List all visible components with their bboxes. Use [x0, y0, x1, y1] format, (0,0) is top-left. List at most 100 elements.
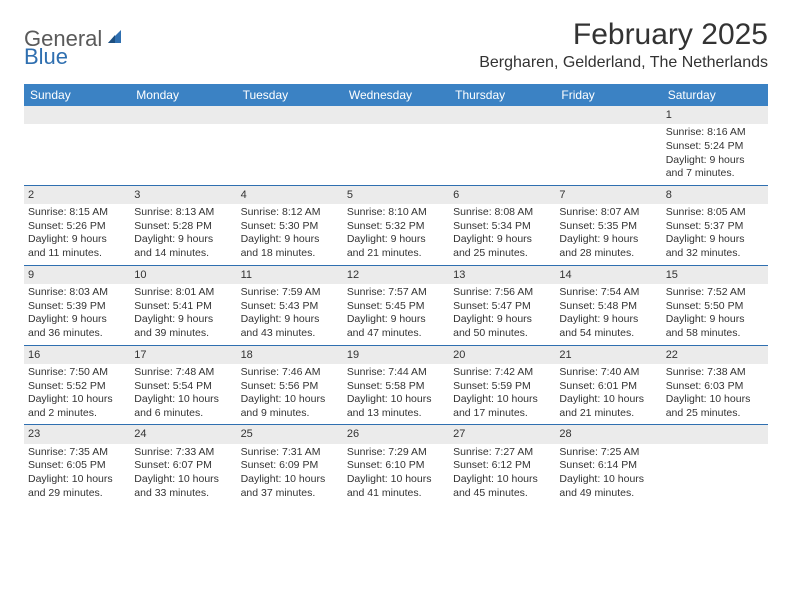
sunset-text: Sunset: 6:03 PM — [666, 380, 764, 394]
day-cell: 12Sunrise: 7:57 AMSunset: 5:45 PMDayligh… — [343, 266, 449, 345]
daylight-text: Daylight: 9 hours and 43 minutes. — [241, 313, 339, 340]
daylight-text: Daylight: 9 hours and 25 minutes. — [453, 233, 551, 260]
day-number: 8 — [662, 186, 768, 204]
day-cell: 17Sunrise: 7:48 AMSunset: 5:54 PMDayligh… — [130, 346, 236, 425]
daylight-text: Daylight: 9 hours and 39 minutes. — [134, 313, 232, 340]
day-number — [555, 106, 661, 124]
day-cell: 11Sunrise: 7:59 AMSunset: 5:43 PMDayligh… — [237, 266, 343, 345]
sunset-text: Sunset: 5:39 PM — [28, 300, 126, 314]
daylight-text: Daylight: 10 hours and 9 minutes. — [241, 393, 339, 420]
day-body: Sunrise: 7:50 AMSunset: 5:52 PMDaylight:… — [24, 364, 130, 425]
weekday-thu: Thursday — [449, 84, 555, 106]
day-cell: 7Sunrise: 8:07 AMSunset: 5:35 PMDaylight… — [555, 186, 661, 265]
weekday-fri: Friday — [555, 84, 661, 106]
day-number: 23 — [24, 425, 130, 443]
day-number: 16 — [24, 346, 130, 364]
day-number: 1 — [662, 106, 768, 124]
day-body: Sunrise: 7:46 AMSunset: 5:56 PMDaylight:… — [237, 364, 343, 425]
day-body: Sunrise: 8:15 AMSunset: 5:26 PMDaylight:… — [24, 204, 130, 265]
sunset-text: Sunset: 5:56 PM — [241, 380, 339, 394]
day-body: Sunrise: 8:13 AMSunset: 5:28 PMDaylight:… — [130, 204, 236, 265]
day-number — [130, 106, 236, 124]
day-body: Sunrise: 7:52 AMSunset: 5:50 PMDaylight:… — [662, 284, 768, 345]
weekday-sun: Sunday — [24, 84, 130, 106]
day-body: Sunrise: 8:05 AMSunset: 5:37 PMDaylight:… — [662, 204, 768, 265]
weekday-tue: Tuesday — [237, 84, 343, 106]
day-cell: 24Sunrise: 7:33 AMSunset: 6:07 PMDayligh… — [130, 425, 236, 504]
sunrise-text: Sunrise: 7:46 AM — [241, 366, 339, 380]
calendar: Sunday Monday Tuesday Wednesday Thursday… — [24, 84, 768, 504]
sunset-text: Sunset: 5:30 PM — [241, 220, 339, 234]
logo-blue-wrap: Blue — [24, 44, 68, 70]
daylight-text: Daylight: 9 hours and 58 minutes. — [666, 313, 764, 340]
day-cell: 22 Sunrise: 7:38 AMSunset: 6:03 PMDayligh… — [662, 346, 768, 425]
day-cell: 13Sunrise: 7:56 AMSunset: 5:47 PMDayligh… — [449, 266, 555, 345]
day-number: 21 — [555, 346, 661, 364]
day-number — [24, 106, 130, 124]
sunset-text: Sunset: 6:10 PM — [347, 459, 445, 473]
sunset-text: Sunset: 5:37 PM — [666, 220, 764, 234]
daylight-text: Daylight: 10 hours and 6 minutes. — [134, 393, 232, 420]
day-number — [662, 425, 768, 443]
daylight-text: Daylight: 9 hours and 11 minutes. — [28, 233, 126, 260]
day-cell — [555, 106, 661, 185]
day-number: 4 — [237, 186, 343, 204]
sunset-text: Sunset: 5:59 PM — [453, 380, 551, 394]
day-number: 22 — [662, 346, 768, 364]
sunrise-text: Sunrise: 7:48 AM — [134, 366, 232, 380]
day-cell — [24, 106, 130, 185]
daylight-text: Daylight: 9 hours and 32 minutes. — [666, 233, 764, 260]
daylight-text: Daylight: 9 hours and 14 minutes. — [134, 233, 232, 260]
sunrise-text: Sunrise: 8:05 AM — [666, 206, 764, 220]
sunrise-text: Sunrise: 7:31 AM — [241, 446, 339, 460]
sunset-text: Sunset: 5:26 PM — [28, 220, 126, 234]
day-cell: 14Sunrise: 7:54 AMSunset: 5:48 PMDayligh… — [555, 266, 661, 345]
sunrise-text: Sunrise: 7:42 AM — [453, 366, 551, 380]
sunrise-text: Sunrise: 7:52 AM — [666, 286, 764, 300]
daylight-text: Daylight: 10 hours and 25 minutes. — [666, 393, 764, 420]
daylight-text: Daylight: 9 hours and 21 minutes. — [347, 233, 445, 260]
weekday-mon: Monday — [130, 84, 236, 106]
sunrise-text: Sunrise: 7:38 AM — [666, 366, 764, 380]
day-number — [449, 106, 555, 124]
day-cell: 6Sunrise: 8:08 AMSunset: 5:34 PMDaylight… — [449, 186, 555, 265]
day-cell: 8Sunrise: 8:05 AMSunset: 5:37 PMDaylight… — [662, 186, 768, 265]
day-body: Sunrise: 8:16 AMSunset: 5:24 PMDaylight:… — [662, 124, 768, 185]
daylight-text: Daylight: 10 hours and 41 minutes. — [347, 473, 445, 500]
sunrise-text: Sunrise: 8:01 AM — [134, 286, 232, 300]
day-number: 19 — [343, 346, 449, 364]
day-body: Sunrise: 8:07 AMSunset: 5:35 PMDaylight:… — [555, 204, 661, 265]
sunrise-text: Sunrise: 7:27 AM — [453, 446, 551, 460]
day-cell: 19Sunrise: 7:44 AMSunset: 5:58 PMDayligh… — [343, 346, 449, 425]
day-cell — [449, 106, 555, 185]
sunrise-text: Sunrise: 8:15 AM — [28, 206, 126, 220]
day-number: 10 — [130, 266, 236, 284]
day-cell: 26Sunrise: 7:29 AMSunset: 6:10 PMDayligh… — [343, 425, 449, 504]
sunrise-text: Sunrise: 7:33 AM — [134, 446, 232, 460]
day-number: 14 — [555, 266, 661, 284]
header: General February 2025 Bergharen, Gelderl… — [24, 18, 768, 72]
sunrise-text: Sunrise: 8:16 AM — [666, 126, 764, 140]
day-number: 18 — [237, 346, 343, 364]
day-body: Sunrise: 7:35 AMSunset: 6:05 PMDaylight:… — [24, 444, 130, 505]
day-body: Sunrise: 7:42 AMSunset: 5:59 PMDaylight:… — [449, 364, 555, 425]
sunset-text: Sunset: 5:24 PM — [666, 140, 764, 154]
sunrise-text: Sunrise: 8:08 AM — [453, 206, 551, 220]
logo-text-blue: Blue — [24, 44, 68, 69]
daylight-text: Daylight: 10 hours and 33 minutes. — [134, 473, 232, 500]
daylight-text: Daylight: 10 hours and 49 minutes. — [559, 473, 657, 500]
sunrise-text: Sunrise: 8:12 AM — [241, 206, 339, 220]
sunrise-text: Sunrise: 7:50 AM — [28, 366, 126, 380]
weekday-wed: Wednesday — [343, 84, 449, 106]
weeks-container: 1Sunrise: 8:16 AMSunset: 5:24 PMDaylight… — [24, 106, 768, 504]
sunrise-text: Sunrise: 7:25 AM — [559, 446, 657, 460]
day-cell: 4Sunrise: 8:12 AMSunset: 5:30 PMDaylight… — [237, 186, 343, 265]
weekday-row: Sunday Monday Tuesday Wednesday Thursday… — [24, 84, 768, 106]
day-cell: 15Sunrise: 7:52 AMSunset: 5:50 PMDayligh… — [662, 266, 768, 345]
sunrise-text: Sunrise: 8:03 AM — [28, 286, 126, 300]
sunset-text: Sunset: 6:14 PM — [559, 459, 657, 473]
month-title: February 2025 — [479, 18, 768, 52]
day-body: Sunrise: 7:57 AMSunset: 5:45 PMDaylight:… — [343, 284, 449, 345]
day-cell: 9Sunrise: 8:03 AMSunset: 5:39 PMDaylight… — [24, 266, 130, 345]
sunset-text: Sunset: 5:45 PM — [347, 300, 445, 314]
